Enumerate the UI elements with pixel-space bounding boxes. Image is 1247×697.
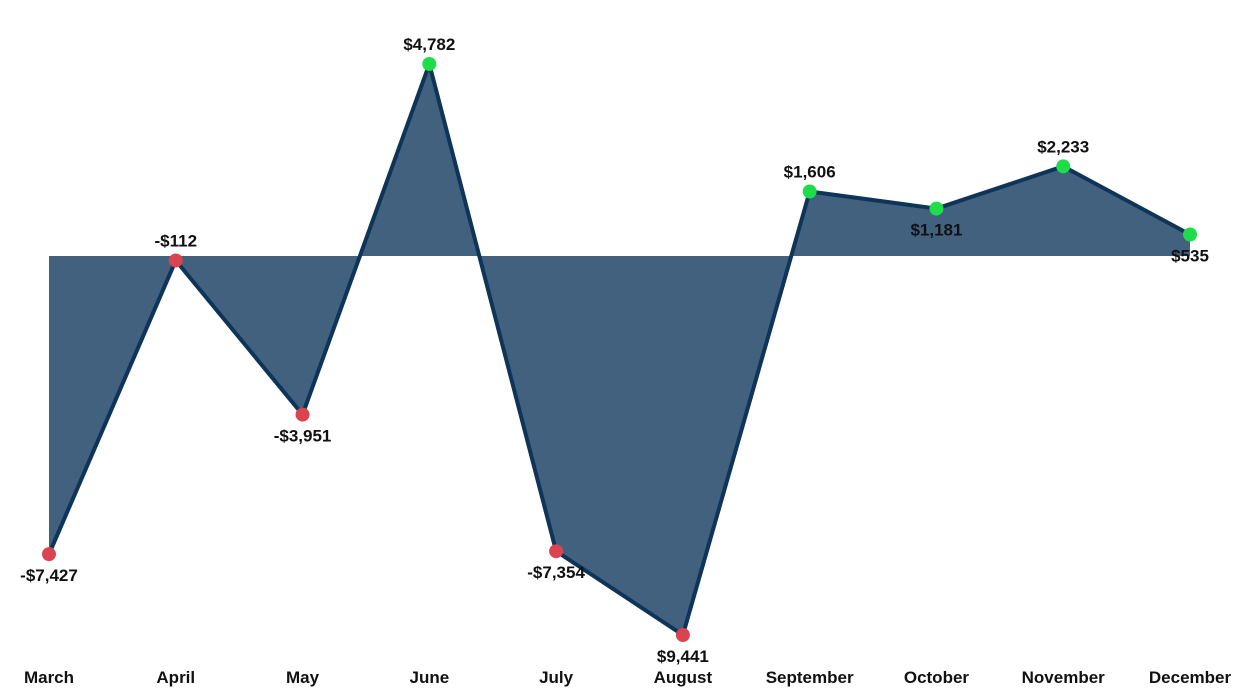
data-label-june: $4,782 — [403, 35, 455, 54]
series-line — [47, 62, 1191, 637]
x-axis-tick-labels: March April May June July August September Octo… — [24, 668, 1232, 687]
data-point-june[interactable] — [422, 57, 437, 71]
data-label-october: $1,181 — [910, 221, 962, 240]
data-point-may[interactable] — [295, 407, 310, 422]
x-tick-label-march: March — [24, 668, 74, 687]
x-tick-label-july: July — [539, 668, 574, 687]
x-tick-label-november: November — [1022, 668, 1106, 687]
data-point-april[interactable] — [168, 253, 183, 268]
x-tick-label-august: August — [654, 668, 713, 687]
data-label-december: $535 — [1171, 247, 1209, 266]
data-point-july[interactable] — [549, 544, 564, 559]
data-label-april: -$112 — [155, 231, 198, 250]
x-tick-label-december: December — [1149, 668, 1232, 687]
data-label-march: -$7,427 — [20, 566, 78, 585]
data-point-december[interactable] — [1183, 227, 1197, 242]
area-fill — [49, 64, 1190, 635]
data-label-layer: -$7,427 -$112 -$3,951 $4,782 -$7,354 $9,441 $1… — [20, 35, 1209, 666]
data-label-november: $2,233 — [1037, 137, 1089, 156]
x-tick-label-june: June — [409, 668, 449, 687]
x-tick-label-may: May — [286, 668, 320, 687]
x-tick-label-october: October — [904, 668, 970, 687]
data-point-august[interactable] — [675, 628, 690, 642]
x-tick-label-september: September — [766, 668, 854, 687]
data-label-july: -$7,354 — [527, 563, 585, 582]
data-point-november[interactable] — [1056, 159, 1071, 174]
data-label-september: $1,606 — [784, 163, 836, 182]
data-label-may: -$3,951 — [274, 427, 332, 446]
data-point-september[interactable] — [802, 184, 817, 199]
data-label-august: $9,441 — [657, 647, 709, 666]
data-point-march[interactable] — [42, 547, 56, 562]
series-line-layer — [47, 62, 1191, 637]
area-fill-layer — [49, 64, 1190, 635]
data-point-october[interactable] — [929, 201, 944, 216]
data-point-layer — [42, 57, 1197, 642]
x-tick-label-april: April — [156, 668, 195, 687]
